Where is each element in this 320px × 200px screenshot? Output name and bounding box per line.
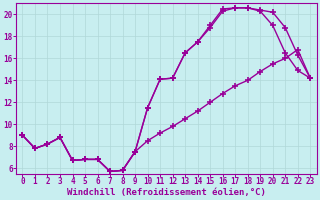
X-axis label: Windchill (Refroidissement éolien,°C): Windchill (Refroidissement éolien,°C) xyxy=(67,188,266,197)
